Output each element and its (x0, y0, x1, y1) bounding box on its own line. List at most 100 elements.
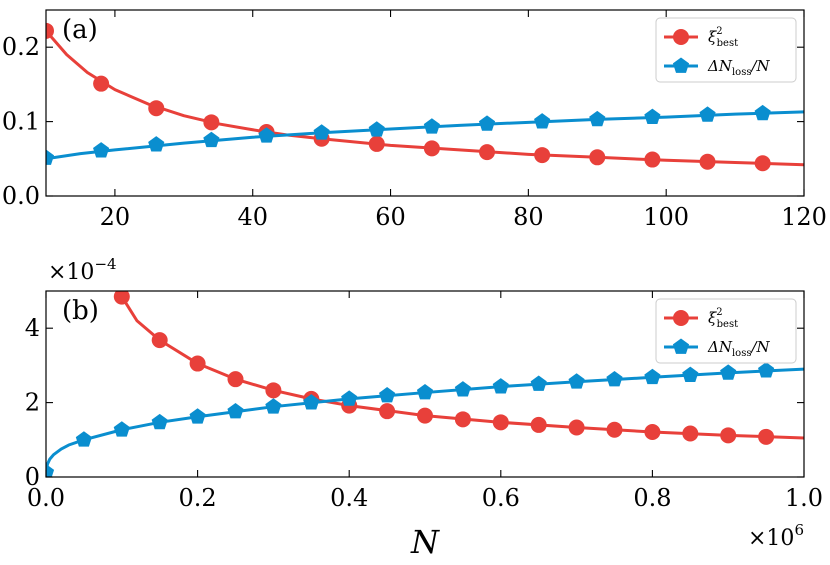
delta-n-loss-point (754, 104, 771, 121)
panel-a-legend: ξ2 best ΔNloss/N (655, 17, 797, 83)
delta-n-loss-point (492, 378, 509, 394)
delta-n-loss-point (151, 413, 168, 430)
delta-n-loss-point (699, 106, 716, 122)
delta-n-loss-point (758, 362, 775, 378)
x-multiplier-base: ×10 (748, 526, 794, 551)
y-axis-multiplier: ×10−4 (48, 255, 117, 285)
x-multiplier-exp: 6 (794, 521, 804, 539)
delta-n-loss-point (148, 136, 165, 152)
xi-best-point (589, 149, 606, 166)
delta-n-loss-point (379, 387, 396, 403)
delta-n-loss-point (530, 375, 547, 391)
delta-n-loss-point (75, 431, 92, 447)
y-tick-label: 0 (25, 463, 40, 491)
delta-n-loss-point (341, 390, 358, 406)
y-tick-label: 4 (25, 314, 40, 342)
panel-b-label: (b) (62, 296, 99, 326)
xi-best-point (720, 427, 737, 444)
delta-n-loss-point (454, 381, 471, 397)
delta-n-loss-point (303, 394, 320, 410)
xi-best-point (568, 419, 585, 436)
legend-main: ξ (708, 309, 717, 327)
xi-best-point (644, 151, 661, 168)
delta-n-loss-point (227, 403, 244, 419)
panel-b-legend: ξ2 best ΔNloss/N (655, 298, 797, 364)
legend-main: ΔN (707, 338, 733, 356)
y-tick-label: 2 (25, 389, 40, 417)
x-tick-label: 0.0 (27, 484, 65, 512)
legend-marker-delta-n-loss (672, 338, 690, 354)
delta-n-loss-point (93, 142, 110, 158)
xi-best-point (492, 414, 509, 431)
x-tick-label: 80 (513, 203, 544, 231)
delta-n-loss-point (46, 464, 55, 477)
x-axis-multiplier: ×106 (748, 521, 804, 551)
delta-n-loss-point (534, 113, 551, 129)
delta-n-loss-point (313, 124, 330, 140)
legend-sup: 2 (716, 26, 722, 37)
legend-marker-xi-best (673, 310, 689, 326)
legend-sub: loss (732, 67, 751, 78)
xi-best-point (379, 403, 396, 420)
x-tick-label: 120 (781, 203, 827, 231)
legend-tail: /N (749, 338, 770, 356)
x-tick-label: 100 (643, 203, 689, 231)
delta-n-loss-curve (46, 367, 804, 473)
legend-tail: /N (749, 57, 770, 75)
y-multiplier-base: ×10 (48, 260, 94, 285)
xi-best-point (46, 22, 54, 39)
legend-sub: best (717, 319, 738, 330)
y-multiplier-exp: −4 (94, 255, 116, 273)
legend-label-delta-n-loss: ΔNloss/N (707, 338, 771, 359)
delta-n-loss-point (258, 127, 275, 143)
panel-b-frame (45, 290, 805, 478)
delta-n-loss-point (589, 110, 606, 127)
xi-best-point (423, 140, 440, 157)
delta-n-loss-point (423, 118, 440, 134)
delta-n-loss-curve (46, 110, 804, 161)
x-axis-title: N (410, 523, 440, 561)
delta-n-loss-point (568, 373, 585, 389)
delta-n-loss-point (644, 368, 661, 385)
legend-main: ΔN (707, 57, 733, 75)
xi-best-point (417, 407, 433, 424)
legend-marker-delta-n-loss (672, 57, 690, 73)
delta-n-loss-point (368, 121, 385, 137)
delta-n-loss-point (720, 364, 737, 380)
xi-best-point (113, 291, 130, 305)
xi-best-point (754, 155, 771, 172)
xi-best-point (368, 135, 385, 152)
panel-a-label: (a) (62, 15, 98, 45)
xi-best-point (758, 428, 775, 445)
legend-sub: loss (732, 348, 751, 359)
legend-label-delta-n-loss: ΔNloss/N (707, 57, 771, 78)
xi-best-point (227, 371, 244, 388)
xi-best-point (699, 153, 716, 170)
delta-n-loss-point (644, 108, 661, 125)
x-tick-label: 20 (100, 203, 131, 231)
legend-sub: best (717, 38, 738, 49)
xi-best-point (534, 147, 551, 164)
delta-n-loss-point (682, 366, 699, 382)
xi-best-point (151, 332, 168, 349)
y-tick-label: 0.0 (2, 182, 40, 210)
delta-n-loss-point (203, 131, 220, 148)
xi-best-point (189, 355, 206, 372)
delta-n-loss-point (113, 421, 130, 437)
delta-n-loss-point (478, 115, 496, 131)
panel-a: 20 40 60 80 100 120 0.0 0.1 0.2 (a) ξ2 best ΔNloss… (2, 9, 827, 231)
xi-best-point (479, 144, 496, 161)
delta-n-loss-point (416, 384, 434, 400)
x-tick-label: 0.8 (633, 484, 671, 512)
legend-marker-xi-best (673, 29, 689, 45)
legend-sup: 2 (716, 307, 722, 318)
x-tick-label: 0.2 (179, 484, 217, 512)
legend-main: ξ (708, 28, 717, 46)
xi-best-point (265, 382, 282, 399)
xi-best-point (606, 421, 623, 438)
xi-best-point (148, 100, 165, 117)
xi-best-point (644, 423, 661, 440)
xi-best-point (203, 114, 220, 131)
